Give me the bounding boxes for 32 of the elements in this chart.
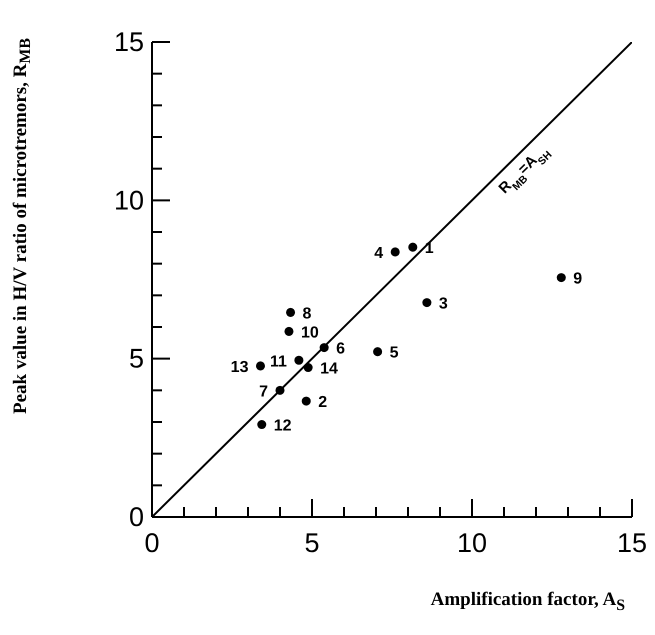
point — [390, 247, 400, 256]
point — [256, 361, 265, 370]
annotation: 12 — [274, 418, 292, 435]
point — [294, 356, 304, 365]
annotation: 5 — [390, 344, 399, 362]
point — [286, 308, 296, 317]
point — [284, 326, 294, 336]
point — [257, 420, 266, 430]
x-tick-label: 10 — [456, 528, 488, 558]
annotation: 6 — [336, 340, 346, 358]
annotation: 11 — [270, 353, 287, 370]
y-tick-label: 10 — [114, 185, 144, 216]
annotation: 8 — [302, 305, 312, 322]
y-tick-label: 0 — [128, 502, 144, 532]
x-tick-label: 5 — [304, 528, 320, 558]
x-tick-label: 15 — [616, 528, 648, 558]
annotation: 7 — [259, 383, 268, 400]
annotation: 13 — [230, 358, 249, 376]
y-tick-label: 15 — [114, 27, 144, 57]
y-tick-label: 5 — [128, 344, 144, 374]
point — [408, 242, 418, 252]
point — [302, 396, 311, 406]
point — [556, 273, 566, 282]
x-axis-title: Amplification factor, A$_{S}$ — [430, 589, 625, 615]
point — [422, 298, 432, 308]
annotation: 10 — [300, 324, 319, 342]
annotation: 4 — [374, 244, 384, 262]
annotation: 9 — [573, 270, 582, 288]
annotation: 14 — [320, 360, 338, 378]
annotation: 3 — [438, 296, 448, 313]
point — [373, 347, 382, 356]
annotation: 2 — [318, 394, 328, 412]
